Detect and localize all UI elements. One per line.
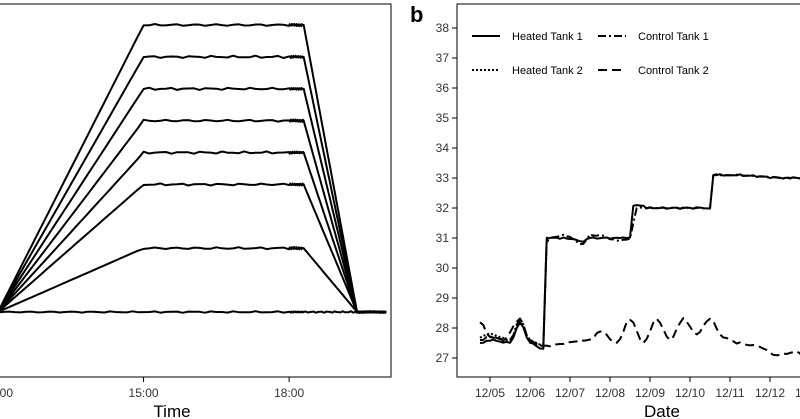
panel-b-y-tick-label: 30	[436, 261, 450, 275]
legend-label: Control Tank 2	[638, 65, 709, 77]
panel-a-border	[0, 3, 392, 378]
panel-b-x-tick-label: 12/09	[635, 386, 665, 400]
panel-b-series-line	[479, 317, 800, 357]
panel-a-x-tick-label: 12:00	[0, 386, 13, 400]
panel-a: 12:00 15:00 18:00 Time	[0, 3, 392, 419]
panel-a-series-line	[0, 310, 387, 314]
panel-a-x-tick-label: 18:00	[274, 386, 304, 400]
panel-b-letter: b	[410, 2, 423, 27]
panel-b-x-tick-label: 12/13	[795, 386, 800, 400]
legend-label: Heated Tank 2	[512, 65, 583, 77]
panel-b-y-tick-label: 38	[436, 21, 450, 35]
panel-b-y-tick-label: 29	[436, 291, 450, 305]
panel-b-y-tick-label: 37	[436, 51, 450, 65]
panel-b-x-tick-label: 12/11	[715, 386, 744, 400]
legend-label: Control Tank 1	[638, 31, 709, 43]
panel-b-series-line	[479, 239, 551, 348]
panel-b-x-tick-label: 12/07	[555, 386, 585, 400]
panel-b: 27 28 29 30 31 32 33 34 35 36 37 38 12/05 12/06 12/07 1…	[410, 2, 800, 419]
panel-b-x-tick-label: 12/08	[595, 386, 625, 400]
panel-a-series-line	[0, 246, 387, 314]
panel-a-x-tick-label: 15:00	[129, 386, 159, 400]
panel-b-series-line	[479, 173, 800, 348]
panel-b-x-tick-label: 12/10	[675, 386, 705, 400]
panel-b-y-tick-label: 35	[436, 111, 450, 125]
panel-b-y-tick-label: 27	[436, 351, 450, 365]
panel-a-x-axis-title: Time	[153, 402, 190, 419]
panel-b-y-tick-label: 33	[436, 171, 450, 185]
panel-b-x-tick-label: 12/05	[475, 386, 505, 400]
panel-b-series-line	[479, 173, 800, 350]
panel-b-y-tick-label: 31	[436, 231, 450, 245]
panel-b-x-tick-label: 12/12	[755, 386, 785, 400]
panel-b-y-tick-label: 36	[436, 81, 450, 95]
panel-a-series-line	[0, 118, 387, 314]
panel-b-border	[456, 3, 800, 378]
panel-b-y-tick-label: 28	[436, 321, 450, 335]
panel-b-y-tick-label: 32	[436, 201, 450, 215]
panel-b-x-tick-label: 12/06	[515, 386, 545, 400]
panel-b-x-axis-title: Date	[644, 402, 680, 419]
legend-label: Heated Tank 1	[512, 31, 583, 43]
panel-b-y-tick-label: 34	[436, 141, 450, 155]
panel-a-series-line	[0, 22, 387, 314]
